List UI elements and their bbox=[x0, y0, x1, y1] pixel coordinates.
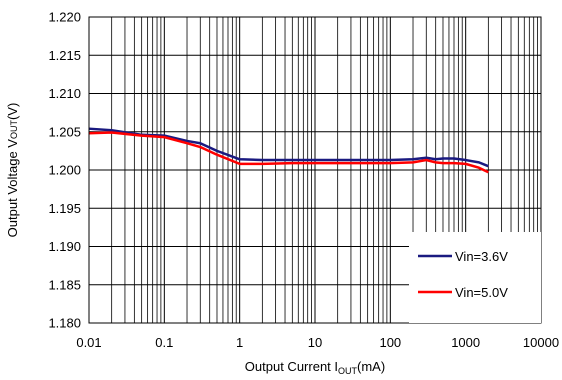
series-lines bbox=[88, 127, 489, 174]
x-tick-labels: 0.01 0.1 1 10 100 1000 10000 bbox=[76, 335, 559, 350]
series-line-vin-3-6 bbox=[88, 127, 489, 168]
x-axis-label: Output Current IOUT(mA) bbox=[245, 359, 385, 376]
legend: Vin=3.6V Vin=5.0V bbox=[409, 232, 541, 323]
legend-label-vin-5-0: Vin=5.0V bbox=[455, 285, 508, 300]
y-tick-label: 1.185 bbox=[48, 277, 81, 292]
y-tick-label: 1.210 bbox=[48, 86, 81, 101]
legend-label-vin-3-6: Vin=3.6V bbox=[455, 249, 508, 264]
x-tick-label: 0.1 bbox=[155, 335, 173, 350]
x-tick-label: 0.01 bbox=[76, 335, 101, 350]
y-tick-label: 1.200 bbox=[48, 163, 81, 178]
x-tick-label: 10000 bbox=[523, 335, 559, 350]
legend-box bbox=[409, 232, 541, 323]
x-tick-label: 1 bbox=[236, 335, 243, 350]
series-line-vin-5-0 bbox=[88, 131, 489, 174]
x-tick-label: 1000 bbox=[451, 335, 480, 350]
y-tick-label: 1.190 bbox=[48, 239, 81, 254]
y-tick-label: 1.205 bbox=[48, 124, 81, 139]
y-tick-label: 1.195 bbox=[48, 201, 81, 216]
x-tick-label: 10 bbox=[308, 335, 322, 350]
plot-frame bbox=[88, 16, 542, 324]
y-tick-label: 1.180 bbox=[48, 316, 81, 331]
y-tick-label: 1.220 bbox=[48, 10, 81, 25]
y-tick-labels: 1.220 1.215 1.210 1.205 1.200 1.195 1.190 1.185… bbox=[48, 10, 81, 331]
y-tick-label: 1.215 bbox=[48, 48, 81, 63]
x-tick-label: 100 bbox=[379, 335, 401, 350]
y-axis-label: Output Voltage VOUT(V) bbox=[5, 103, 20, 238]
